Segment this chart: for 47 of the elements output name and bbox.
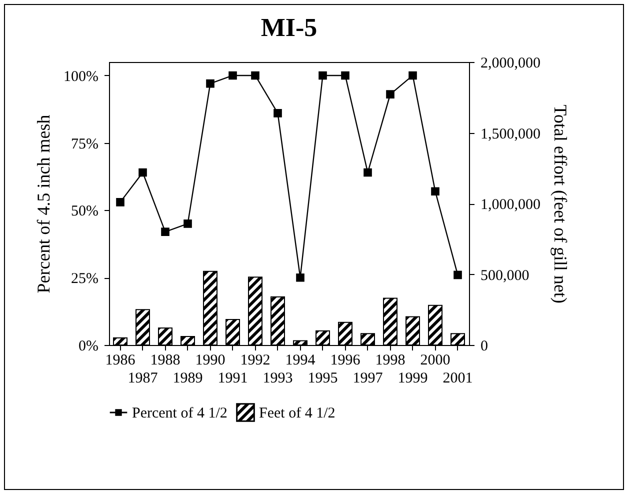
- x-tick-label: 1999: [398, 370, 428, 386]
- point: [184, 220, 192, 228]
- point: [454, 270, 462, 280]
- point: [431, 187, 440, 196]
- y-axis-title: Percent of 4.5 inch mesh: [34, 114, 54, 294]
- point: [138, 168, 147, 177]
- point: [206, 79, 214, 88]
- y-tick-label: 0%: [78, 338, 98, 354]
- x-tick-label: 1998: [375, 352, 406, 368]
- point: [296, 273, 304, 282]
- x-tick-label: 2001: [442, 370, 473, 386]
- x-tick-label: 1994: [285, 352, 316, 368]
- chart-title: MI-5: [260, 13, 318, 42]
- x-tick-label: 1989: [172, 370, 203, 386]
- legend-label: Percent of 4 1/2: [132, 406, 228, 422]
- y-tick-label: 25%: [71, 271, 98, 288]
- y2-tick-label: 0: [480, 338, 488, 354]
- legend-label: Feet of 4 1/2: [259, 406, 336, 422]
- point: [386, 90, 394, 99]
- x-tick-label: 1988: [150, 352, 180, 368]
- y2-axis-title: Total effort (feet of gill net): [550, 104, 570, 304]
- y2-tick-label: 2,000,000: [480, 56, 540, 72]
- point: [274, 109, 282, 118]
- y-tick-label: 100%: [64, 68, 98, 85]
- point: [408, 71, 417, 80]
- x-tick-label: 2000: [420, 352, 450, 368]
- x-tick-label: 1992: [240, 352, 270, 368]
- point: [251, 71, 260, 80]
- point: [341, 71, 350, 80]
- y-tick-label: 50%: [71, 204, 98, 220]
- x-tick-label: 1993: [262, 370, 293, 386]
- x-tick-label: 1986: [105, 352, 136, 368]
- x-tick-label: 1996: [330, 352, 361, 368]
- x-tick-label: 1997: [352, 370, 384, 386]
- point: [161, 228, 170, 236]
- x-tick-label: 1990: [195, 352, 226, 368]
- point: [364, 168, 372, 177]
- point: [116, 198, 124, 206]
- x-tick-label: 1991: [218, 370, 248, 386]
- x-tick-label: 1995: [308, 370, 338, 386]
- y2-tick-label: 1,000,000: [480, 197, 540, 213]
- y2-tick-label: 500,000: [480, 268, 530, 284]
- y-tick-label: 75%: [71, 136, 98, 152]
- point: [318, 71, 327, 80]
- y2-tick-label: 1,500,000: [480, 126, 540, 142]
- x-tick-label: 1987: [128, 370, 158, 386]
- point: [228, 71, 237, 80]
